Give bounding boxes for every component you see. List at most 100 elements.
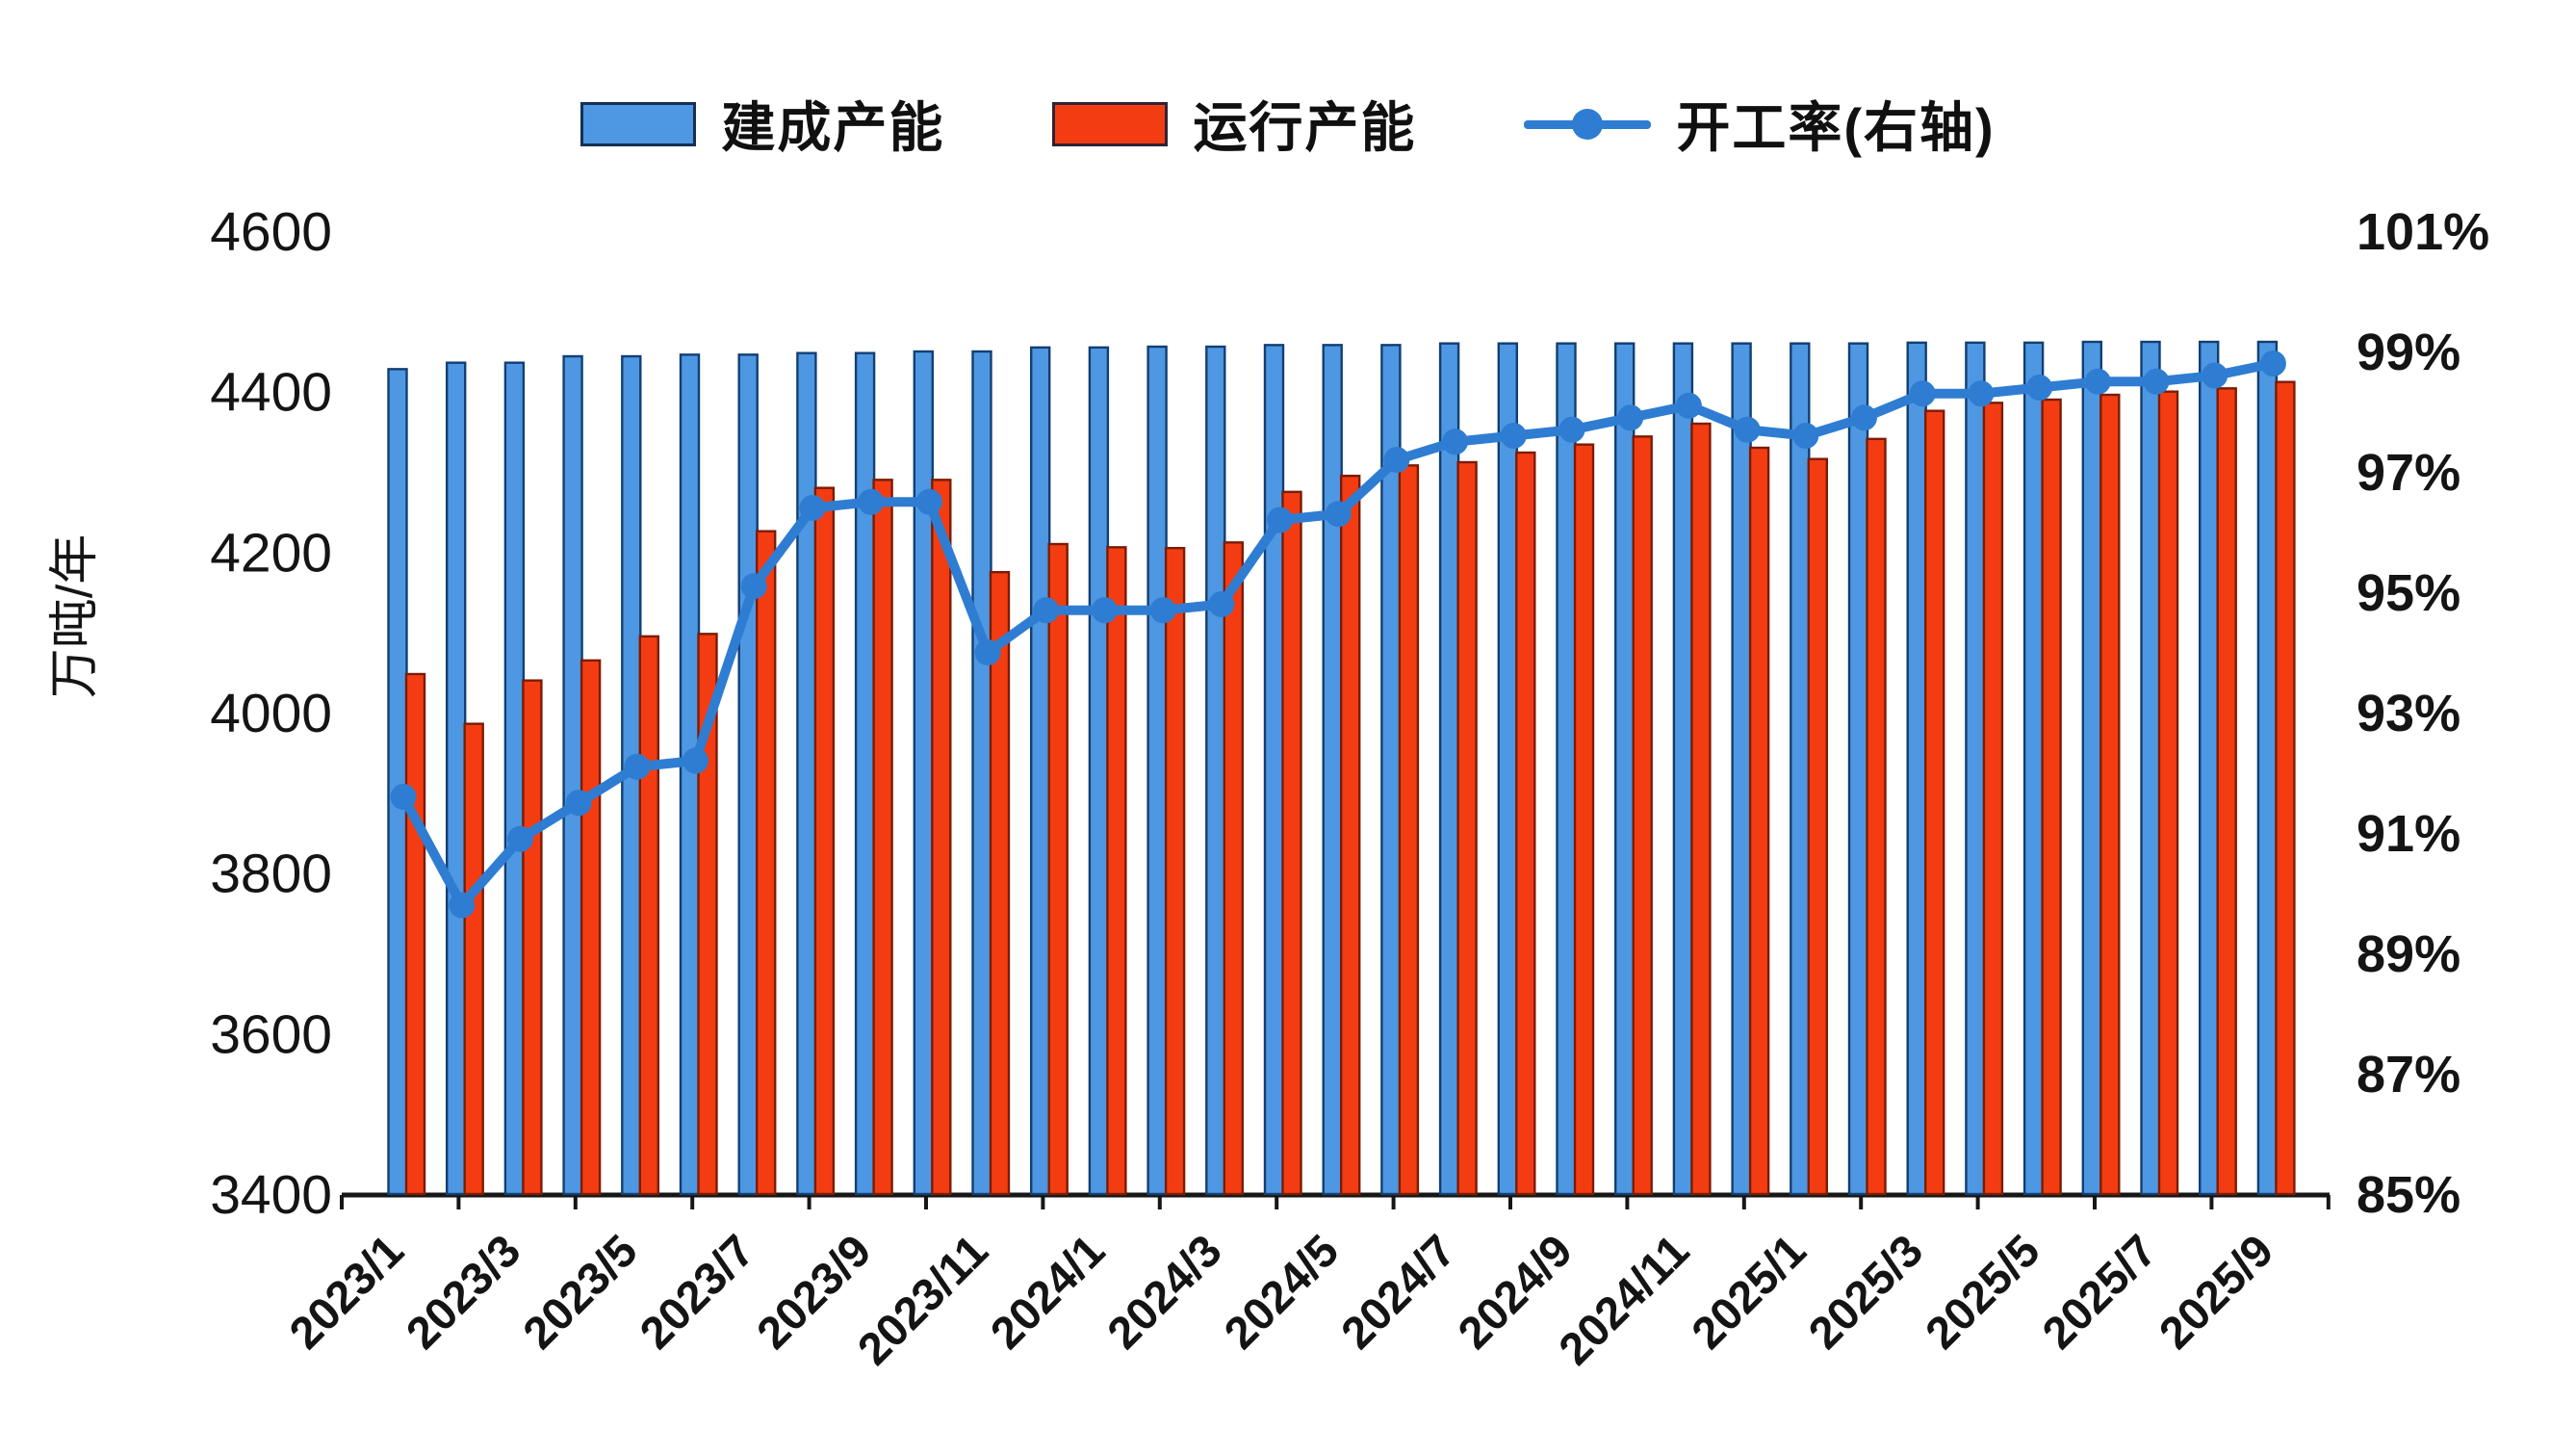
built-capacity-bar — [796, 351, 817, 1196]
operating-rate-marker — [1617, 404, 1644, 431]
right-axis-tick-label: 95% — [2357, 564, 2460, 622]
right-axis-tick-label: 101% — [2357, 203, 2489, 261]
operating-capacity-bar — [1923, 409, 1945, 1196]
legend-label-built: 建成产能 — [721, 97, 945, 158]
built-capacity-bar — [1146, 345, 1168, 1196]
built-capacity-bar — [2140, 340, 2161, 1196]
built-capacity-bar — [1731, 342, 1752, 1196]
operating-rate-marker — [2202, 362, 2228, 389]
built-capacity-bar — [2198, 340, 2220, 1196]
operating-rate-marker — [1208, 591, 1235, 617]
built-capacity-bar — [1613, 342, 1636, 1196]
built-capacity-bar — [1965, 341, 1986, 1196]
operating-rate-marker — [1734, 416, 1761, 443]
operating-rate-marker — [683, 747, 708, 774]
operating-rate-marker — [915, 488, 942, 515]
built-capacity-bar — [2256, 340, 2279, 1196]
operating-rate-marker — [740, 573, 767, 600]
x-axis-category-label: 2024/1 — [980, 1225, 1114, 1359]
operating-rate-marker — [1909, 380, 1936, 407]
built-capacity-bar — [1029, 346, 1051, 1196]
right-axis-tick-label: 85% — [2357, 1166, 2460, 1224]
x-axis-category-label: 2023/3 — [396, 1225, 529, 1359]
operating-rate-marker — [1500, 423, 1527, 449]
built-capacity-bar — [2081, 340, 2103, 1196]
right-axis-tick-label: 97% — [2357, 444, 2460, 502]
operating-rate-swatch-icon — [1524, 105, 1652, 143]
operating-capacity-bar — [2157, 390, 2179, 1196]
built-capacity-bar — [1790, 342, 1811, 1196]
built-capacity-bar — [1906, 341, 1927, 1196]
legend-item-operating: 运行产能 — [1052, 85, 1416, 163]
operating-rate-marker — [2026, 375, 2053, 401]
operating-rate-marker — [1149, 597, 1176, 624]
built-capacity-bar — [1322, 344, 1343, 1196]
operating-capacity-bar — [1106, 546, 1127, 1196]
right-axis-tick-label: 99% — [2357, 324, 2460, 381]
operating-capacity-bar — [1573, 443, 1595, 1196]
legend-item-rate: 开工率(右轴) — [1524, 85, 1995, 163]
operating-rate-marker — [1675, 392, 1702, 419]
built-capacity-bar — [971, 350, 992, 1196]
x-axis-category-label: 2025/5 — [1916, 1225, 2049, 1359]
operating-capacity-bar — [463, 722, 484, 1196]
left-axis-tick-label: 3600 — [210, 1003, 332, 1065]
left-axis-tick-label: 4200 — [210, 522, 332, 584]
x-axis-category-label: 2023/1 — [279, 1225, 413, 1359]
operating-capacity-bar — [638, 635, 659, 1196]
x-axis-category-label: 2023/7 — [630, 1225, 763, 1359]
operating-capacity-bar — [1456, 460, 1478, 1196]
operating-rate-marker — [390, 784, 417, 810]
operating-capacity-bar — [813, 486, 836, 1196]
right-axis-tick-label: 89% — [2357, 925, 2460, 983]
operating-capacity-bar — [1281, 490, 1302, 1196]
operating-capacity-bar — [1164, 546, 1186, 1196]
built-capacity-bar — [562, 354, 583, 1196]
operating-capacity-bar — [2099, 393, 2121, 1196]
operating-rate-marker — [1033, 597, 1060, 624]
operating-capacity-bar — [1047, 542, 1069, 1196]
operating-rate-marker — [974, 639, 1001, 665]
left-axis-tick-label: 3800 — [210, 844, 332, 905]
built-capacity-bar — [913, 350, 934, 1196]
left-axis-tick-label: 3400 — [210, 1164, 332, 1226]
built-capacity-bar — [1438, 342, 1460, 1196]
built-capacity-bar — [1847, 342, 1869, 1196]
left-axis-title: 万吨/年 — [47, 534, 103, 698]
x-axis-category-label: 2024/5 — [1214, 1225, 1348, 1359]
operating-capacity-bar — [2216, 387, 2237, 1196]
operating-rate-marker — [1091, 597, 1118, 624]
operating-rate-marker — [1442, 429, 1469, 455]
operating-rate-marker — [1267, 507, 1293, 533]
right-axis-tick-label: 93% — [2357, 685, 2460, 742]
left-axis-tick-label: 4600 — [210, 201, 332, 263]
operating-capacity-bar — [1982, 402, 2004, 1196]
built-capacity-bar — [387, 368, 408, 1196]
operating-capacity-bar — [1398, 464, 1420, 1196]
operating-rate-marker — [506, 825, 533, 852]
operating-capacity-bar — [931, 479, 952, 1196]
operating-capacity-bar — [1632, 435, 1653, 1196]
operating-capacity-bar — [872, 479, 893, 1196]
operating-capacity-bar — [1690, 422, 1712, 1196]
operating-rate-marker — [1558, 416, 1585, 443]
chart-legend: 建成产能 运行产能 开工率(右轴) — [0, 85, 2576, 163]
operating-capacity-bar — [1807, 457, 1829, 1196]
built-capacity-bar — [1205, 345, 1226, 1196]
operating-capacity-bar — [2041, 398, 2062, 1196]
operating-capacity-bar — [1223, 541, 1245, 1196]
x-axis-category-label: 2024/7 — [1331, 1225, 1465, 1359]
built-capacity-bar — [679, 353, 701, 1196]
right-axis-tick-label: 91% — [2357, 805, 2460, 863]
operating-capacity-bar — [989, 570, 1011, 1196]
operating-capacity-bar — [404, 672, 426, 1196]
x-axis-category-label: 2024/11 — [1549, 1225, 1699, 1375]
built-capacity-bar — [503, 361, 526, 1196]
legend-label-operating: 运行产能 — [1193, 97, 1417, 158]
built-capacity-swatch-icon — [580, 101, 697, 146]
built-capacity-bar — [1088, 346, 1110, 1196]
built-capacity-bar — [854, 351, 876, 1196]
operating-capacity-bar — [522, 679, 543, 1196]
operating-capacity-bar — [1866, 437, 1887, 1196]
